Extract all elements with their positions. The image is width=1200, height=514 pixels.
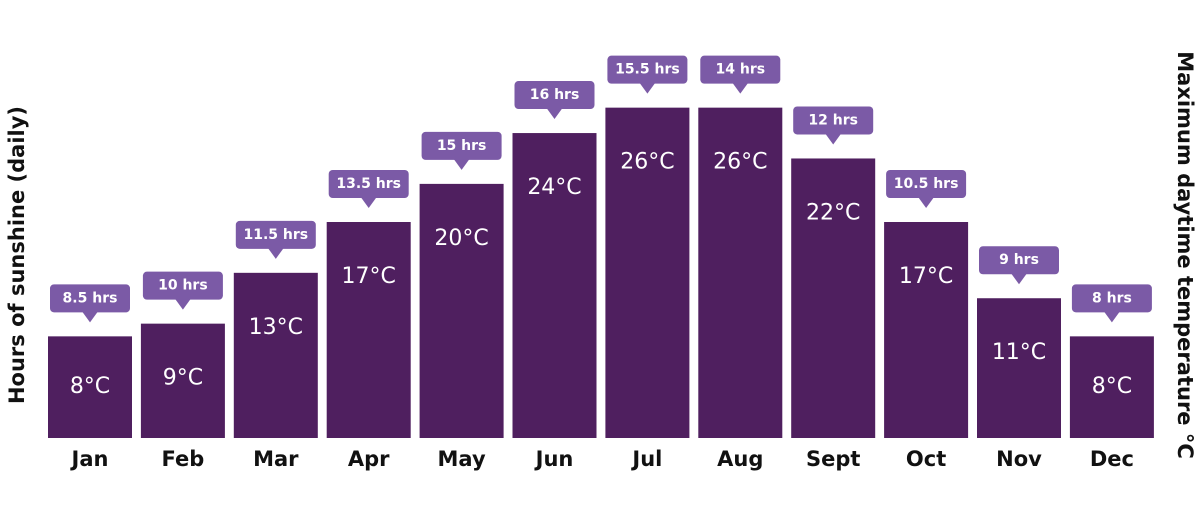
x-tick-label: Mar [253,447,299,471]
bar [512,133,597,438]
bar [884,222,969,438]
bar [419,183,504,438]
bar [698,107,783,438]
x-tick-label: Oct [906,447,946,471]
callout [50,284,130,323]
callout-pointer [267,247,284,259]
value-label: 17°C [899,264,953,289]
callout-label: 15 hrs [437,138,487,154]
callout [235,220,316,259]
x-tick-label: Feb [162,447,205,471]
callout-box [700,55,781,84]
x-tick-label: Dec [1090,447,1134,471]
x-tick-label: Nov [996,447,1042,471]
callout-box [50,284,130,313]
x-tick-label: Jul [630,447,662,471]
value-label: 13°C [249,315,303,340]
bar [977,298,1061,438]
value-label: 26°C [620,150,674,175]
callout-label: 9 hrs [999,252,1039,268]
callout-box [607,55,688,84]
value-label: 22°C [806,200,860,225]
callout-label: 12 hrs [808,112,858,128]
callout-pointer [453,158,470,170]
callout-pointer [82,311,98,323]
value-label: 8°C [70,374,110,399]
callout-pointer [639,82,656,94]
value-label: 17°C [342,264,396,289]
x-tick-label: Apr [348,447,390,471]
callout-label: 8 hrs [1092,290,1132,306]
callout-pointer [546,108,563,120]
bar [791,158,876,438]
callout-box [421,131,502,160]
x-tick-label: Jun [534,447,574,471]
x-tick-label: May [438,447,486,471]
bar [140,323,225,438]
callout-box [886,170,967,198]
callout-pointer [825,133,842,145]
callout [421,131,502,170]
callout-label: 16 hrs [530,87,580,103]
value-label: 11°C [992,340,1046,365]
callout-pointer [360,197,377,208]
callout-label: 11.5 hrs [243,227,308,243]
value-label: 8°C [1092,374,1132,399]
callout-box [514,81,595,110]
callout [886,170,967,208]
bar [1069,336,1154,438]
callout [328,170,409,208]
value-label: 20°C [434,226,488,251]
y2-axis-title: Maximum daytime temperature °C [1173,51,1197,459]
callout [979,246,1059,285]
bar [326,222,411,438]
x-tick-label: Jan [70,447,109,471]
callout-label: 10 hrs [158,278,208,294]
callout-box [142,271,223,300]
callout-pointer [1011,273,1027,285]
value-label: 26°C [713,150,767,175]
callout-pointer [732,82,749,94]
callout [142,271,223,310]
callout-pointer [174,298,191,310]
y-axis-title: Hours of sunshine (daily) [5,106,29,404]
callout [700,55,781,94]
callout [793,106,874,145]
callout-label: 8.5 hrs [63,290,118,306]
bar [48,336,132,438]
callout-label: 15.5 hrs [615,62,680,78]
callout-label: 14 hrs [716,62,766,78]
callout-box [979,246,1059,275]
bar [605,107,690,438]
callout [514,81,595,120]
callout-label: 13.5 hrs [336,176,401,192]
callout [1071,284,1152,323]
bar [233,272,318,438]
callout [607,55,688,94]
x-tick-label: Aug [717,447,763,471]
callout-box [328,170,409,198]
callout-box [793,106,874,135]
callout-pointer [1103,311,1120,323]
callout-box [1071,284,1152,313]
callout-label: 10.5 hrs [894,176,959,192]
value-label: 9°C [163,366,203,391]
x-tick-label: Sept [806,447,860,471]
callout-pointer [918,197,935,208]
value-label: 24°C [527,175,581,200]
callout-box [235,220,316,249]
